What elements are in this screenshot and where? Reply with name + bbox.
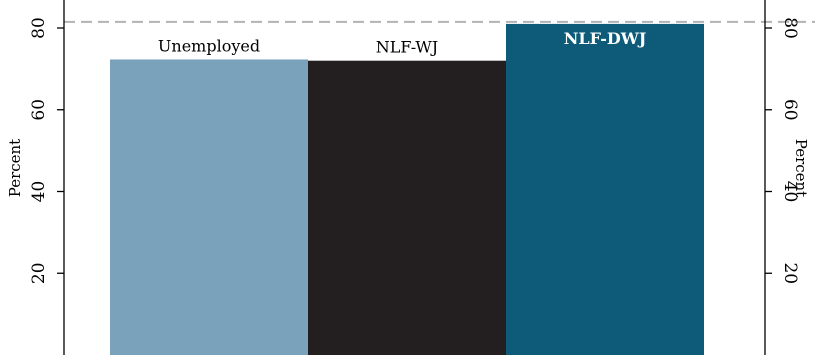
right-tick-label-60: 60	[780, 99, 800, 121]
bar-nlf-dwj	[506, 23, 704, 355]
left-tick-label-60: 60	[29, 99, 49, 121]
bar-label-unemployed: Unemployed	[158, 36, 260, 55]
right-tick-label-20: 20	[780, 262, 800, 284]
right-tick-label-40: 40	[780, 181, 800, 203]
bar-nlf-wj	[308, 60, 506, 355]
plot-marks: Unemployed NLF-WJ NLF-DWJ	[64, 20, 815, 355]
right-y-axis-title: Percent	[792, 139, 810, 197]
left-y-axis: 20 40 60 80	[29, 0, 65, 355]
left-y-axis-title: Percent	[6, 139, 24, 197]
bar-label-nlf-dwj: NLF-DWJ	[564, 29, 647, 48]
left-tick-label-40: 40	[29, 181, 49, 203]
bar-unemployed	[110, 59, 308, 355]
left-tick-label-20: 20	[29, 262, 49, 284]
bar-label-nlf-wj: NLF-WJ	[376, 38, 438, 57]
left-tick-label-80: 80	[29, 17, 49, 39]
right-y-axis: 20 40 60 80	[764, 0, 800, 355]
right-tick-label-80: 80	[780, 17, 800, 39]
